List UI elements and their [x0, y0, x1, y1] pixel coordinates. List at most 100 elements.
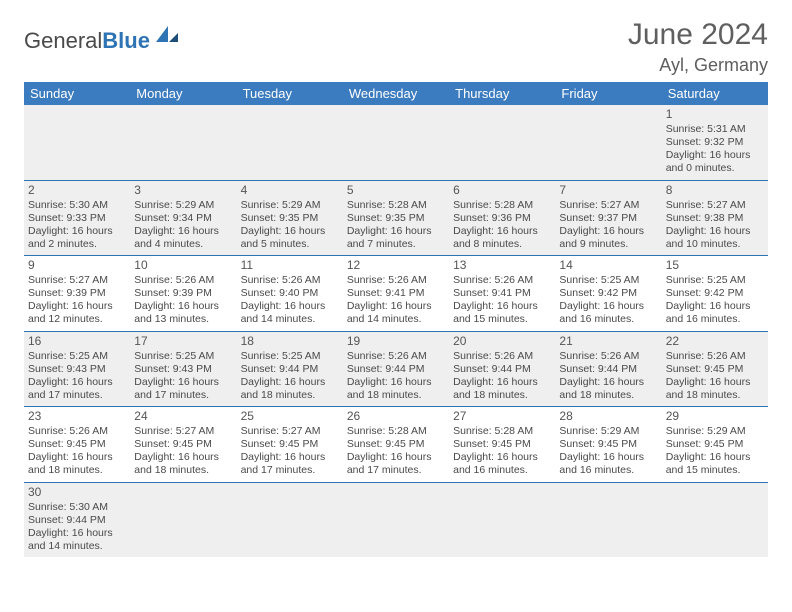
day-info-line: Daylight: 16 hours [666, 149, 764, 162]
sail-icon [154, 24, 180, 50]
day-number: 19 [347, 334, 445, 349]
calendar-cell: 21Sunrise: 5:26 AMSunset: 9:44 PMDayligh… [555, 331, 661, 407]
calendar-cell [237, 105, 343, 180]
day-number: 1 [666, 107, 764, 122]
day-number: 14 [559, 258, 657, 273]
day-number: 9 [28, 258, 126, 273]
day-info-line: Daylight: 16 hours [347, 451, 445, 464]
day-info-line: Sunrise: 5:26 AM [134, 274, 232, 287]
day-info-line: and 14 minutes. [28, 540, 126, 553]
calendar-cell: 25Sunrise: 5:27 AMSunset: 9:45 PMDayligh… [237, 407, 343, 483]
day-info-line: Sunrise: 5:26 AM [666, 350, 764, 363]
calendar-cell: 18Sunrise: 5:25 AMSunset: 9:44 PMDayligh… [237, 331, 343, 407]
day-number: 2 [28, 183, 126, 198]
day-number: 16 [28, 334, 126, 349]
day-info-line: Daylight: 16 hours [559, 451, 657, 464]
calendar-cell: 6Sunrise: 5:28 AMSunset: 9:36 PMDaylight… [449, 180, 555, 256]
day-info-line: and 8 minutes. [453, 238, 551, 251]
calendar-cell [662, 482, 768, 557]
day-info-line: Sunset: 9:44 PM [453, 363, 551, 376]
day-number: 30 [28, 485, 126, 500]
day-info-line: Sunset: 9:44 PM [347, 363, 445, 376]
day-info-line: and 14 minutes. [241, 313, 339, 326]
day-header: Wednesday [343, 82, 449, 105]
calendar-cell: 4Sunrise: 5:29 AMSunset: 9:35 PMDaylight… [237, 180, 343, 256]
calendar-cell: 16Sunrise: 5:25 AMSunset: 9:43 PMDayligh… [24, 331, 130, 407]
calendar-cell: 10Sunrise: 5:26 AMSunset: 9:39 PMDayligh… [130, 256, 236, 332]
brand-part1: General [24, 28, 102, 54]
day-info-line: and 14 minutes. [347, 313, 445, 326]
day-info-line: Daylight: 16 hours [666, 451, 764, 464]
day-info-line: and 12 minutes. [28, 313, 126, 326]
calendar-cell: 17Sunrise: 5:25 AMSunset: 9:43 PMDayligh… [130, 331, 236, 407]
day-info-line: Daylight: 16 hours [28, 451, 126, 464]
day-info-line: Sunset: 9:45 PM [28, 438, 126, 451]
day-number: 5 [347, 183, 445, 198]
day-info-line: Daylight: 16 hours [453, 225, 551, 238]
day-info-line: Daylight: 16 hours [241, 451, 339, 464]
day-info-line: Sunset: 9:45 PM [453, 438, 551, 451]
day-number: 18 [241, 334, 339, 349]
day-info-line: Sunset: 9:43 PM [134, 363, 232, 376]
calendar-cell: 29Sunrise: 5:29 AMSunset: 9:45 PMDayligh… [662, 407, 768, 483]
day-info-line: Sunrise: 5:28 AM [453, 425, 551, 438]
day-info-line: and 15 minutes. [453, 313, 551, 326]
day-info-line: and 18 minutes. [347, 389, 445, 402]
day-info-line: and 18 minutes. [559, 389, 657, 402]
day-info-line: and 10 minutes. [666, 238, 764, 251]
day-info-line: Sunrise: 5:26 AM [28, 425, 126, 438]
day-info-line: Daylight: 16 hours [559, 300, 657, 313]
day-info-line: Sunrise: 5:30 AM [28, 199, 126, 212]
day-info-line: and 17 minutes. [134, 389, 232, 402]
page-header: GeneralBlue June 2024 Ayl, Germany [24, 18, 768, 76]
day-number: 7 [559, 183, 657, 198]
day-info-line: Sunrise: 5:29 AM [241, 199, 339, 212]
day-number: 27 [453, 409, 551, 424]
day-info-line: Daylight: 16 hours [28, 527, 126, 540]
calendar-cell: 30Sunrise: 5:30 AMSunset: 9:44 PMDayligh… [24, 482, 130, 557]
day-info-line: and 18 minutes. [241, 389, 339, 402]
day-info-line: Sunset: 9:42 PM [559, 287, 657, 300]
day-number: 12 [347, 258, 445, 273]
day-info-line: Sunrise: 5:27 AM [666, 199, 764, 212]
day-info-line: Daylight: 16 hours [559, 225, 657, 238]
day-info-line: Sunrise: 5:28 AM [347, 425, 445, 438]
day-info-line: Sunrise: 5:25 AM [666, 274, 764, 287]
day-info-line: Sunset: 9:45 PM [559, 438, 657, 451]
day-info-line: Daylight: 16 hours [666, 300, 764, 313]
calendar-cell [130, 105, 236, 180]
title-block: June 2024 Ayl, Germany [628, 18, 768, 76]
day-info-line: Daylight: 16 hours [134, 376, 232, 389]
day-info-line: Sunrise: 5:26 AM [559, 350, 657, 363]
day-header: Sunday [24, 82, 130, 105]
day-info-line: Sunrise: 5:26 AM [347, 350, 445, 363]
calendar-cell [449, 105, 555, 180]
day-info-line: Daylight: 16 hours [347, 225, 445, 238]
calendar-row: 16Sunrise: 5:25 AMSunset: 9:43 PMDayligh… [24, 331, 768, 407]
day-info-line: and 18 minutes. [453, 389, 551, 402]
day-info-line: Sunset: 9:39 PM [134, 287, 232, 300]
day-info-line: Sunset: 9:34 PM [134, 212, 232, 225]
calendar-cell: 12Sunrise: 5:26 AMSunset: 9:41 PMDayligh… [343, 256, 449, 332]
day-info-line: and 16 minutes. [559, 313, 657, 326]
day-info-line: Sunset: 9:37 PM [559, 212, 657, 225]
day-info-line: and 5 minutes. [241, 238, 339, 251]
day-number: 20 [453, 334, 551, 349]
day-info-line: Sunset: 9:45 PM [241, 438, 339, 451]
day-number: 15 [666, 258, 764, 273]
day-info-line: Sunrise: 5:26 AM [453, 350, 551, 363]
day-number: 24 [134, 409, 232, 424]
day-info-line: and 18 minutes. [28, 464, 126, 477]
day-number: 26 [347, 409, 445, 424]
day-info-line: Daylight: 16 hours [666, 376, 764, 389]
day-info-line: Daylight: 16 hours [347, 376, 445, 389]
calendar-row: 30Sunrise: 5:30 AMSunset: 9:44 PMDayligh… [24, 482, 768, 557]
day-info-line: Daylight: 16 hours [28, 300, 126, 313]
day-info-line: Daylight: 16 hours [28, 225, 126, 238]
day-header: Friday [555, 82, 661, 105]
calendar-row: 23Sunrise: 5:26 AMSunset: 9:45 PMDayligh… [24, 407, 768, 483]
day-info-line: Sunset: 9:43 PM [28, 363, 126, 376]
calendar-cell: 1Sunrise: 5:31 AMSunset: 9:32 PMDaylight… [662, 105, 768, 180]
day-info-line: Daylight: 16 hours [453, 451, 551, 464]
day-info-line: and 7 minutes. [347, 238, 445, 251]
